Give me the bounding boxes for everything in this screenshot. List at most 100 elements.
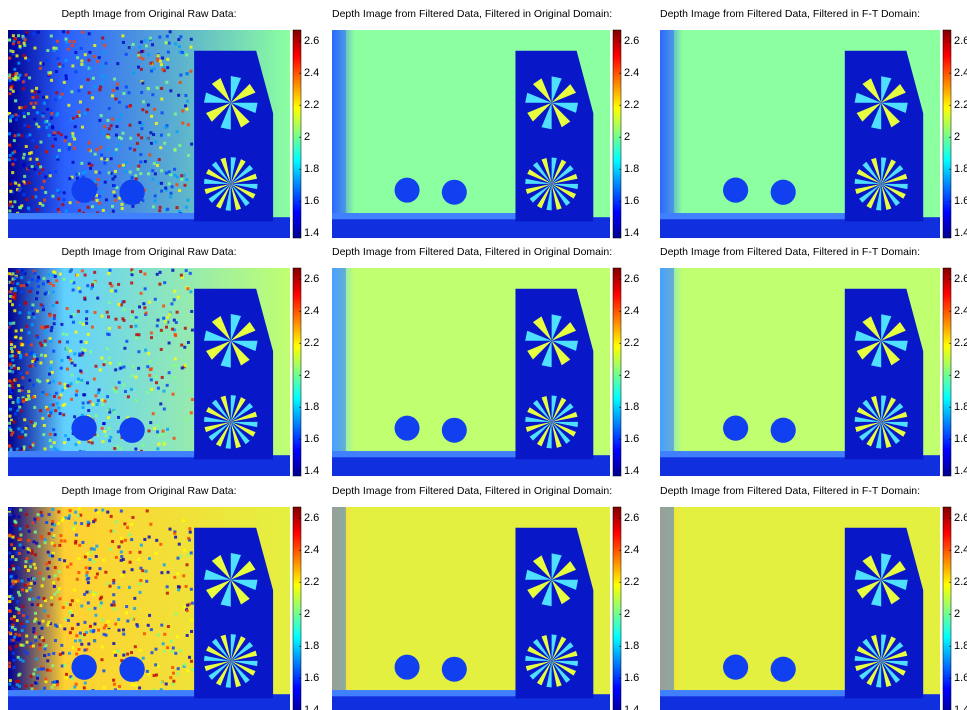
noise-pixel xyxy=(178,189,181,192)
noise-pixel xyxy=(183,184,186,187)
noise-pixel xyxy=(21,605,24,608)
noise-pixel xyxy=(12,567,15,570)
noise-pixel xyxy=(148,360,151,363)
noise-pixel xyxy=(183,606,186,609)
noise-pixel xyxy=(53,322,56,325)
noise-pixel xyxy=(169,528,172,531)
noise-pixel xyxy=(30,582,33,585)
noise-pixel xyxy=(67,48,70,51)
noise-pixel xyxy=(138,121,141,124)
noise-pixel xyxy=(31,360,34,363)
noise-pixel xyxy=(98,171,101,174)
noise-pixel xyxy=(173,168,176,171)
sphere xyxy=(71,177,96,202)
noise-pixel xyxy=(154,298,157,301)
noise-pixel xyxy=(34,567,37,570)
noise-pixel xyxy=(164,41,167,44)
colorbar-tick-label: 2.6 xyxy=(954,273,967,285)
noise-pixel xyxy=(184,94,187,97)
noise-pixel xyxy=(164,126,167,129)
noise-pixel xyxy=(144,287,147,290)
noise-pixel xyxy=(146,670,149,673)
noise-pixel xyxy=(16,282,19,285)
colorbar-tick-label: 1.4 xyxy=(304,227,319,239)
noise-pixel xyxy=(110,289,113,292)
noise-pixel xyxy=(98,119,101,122)
noise-pixel xyxy=(38,545,41,548)
noise-pixel xyxy=(36,291,39,294)
noise-pixel xyxy=(21,588,24,591)
noise-pixel xyxy=(160,98,163,101)
noise-pixel xyxy=(163,563,166,566)
noise-pixel xyxy=(18,673,21,676)
noise-pixel xyxy=(144,39,147,42)
colorbar-tick-label: 1.6 xyxy=(954,195,967,207)
noise-pixel xyxy=(14,289,17,292)
panel: Depth Image from Filtered Data, Filtered… xyxy=(660,8,967,239)
noise-pixel xyxy=(138,649,141,652)
noise-pixel xyxy=(8,370,11,373)
noise-pixel xyxy=(148,153,151,156)
noise-pixel xyxy=(164,187,167,190)
noise-pixel xyxy=(88,567,91,570)
noise-pixel xyxy=(102,132,105,135)
noise-pixel xyxy=(92,403,95,406)
noise-pixel xyxy=(149,37,152,40)
noise-pixel xyxy=(186,287,189,290)
noise-pixel xyxy=(155,539,158,542)
noise-pixel xyxy=(14,276,17,279)
noise-pixel xyxy=(18,685,21,688)
colorbar-tick-label: 1.6 xyxy=(304,195,319,207)
noise-pixel xyxy=(39,111,42,114)
noise-pixel xyxy=(19,356,22,359)
noise-pixel xyxy=(51,508,54,511)
noise-pixel xyxy=(69,382,72,385)
noise-pixel xyxy=(81,541,84,544)
panel-title: Depth Image from Filtered Data, Filtered… xyxy=(332,8,612,20)
noise-pixel xyxy=(130,523,133,526)
noise-pixel xyxy=(54,574,57,577)
noise-pixel xyxy=(175,612,178,615)
noise-pixel xyxy=(8,82,11,85)
noise-pixel xyxy=(9,154,12,157)
noise-pixel xyxy=(70,361,73,364)
noise-pixel xyxy=(65,40,68,43)
noise-pixel xyxy=(62,278,65,281)
noise-pixel xyxy=(71,627,74,630)
noise-pixel xyxy=(58,340,61,343)
noise-pixel xyxy=(94,607,97,610)
sphere xyxy=(723,655,748,680)
noise-pixel xyxy=(163,650,166,653)
noise-pixel xyxy=(57,57,60,60)
noise-pixel xyxy=(149,421,152,424)
noise-pixel xyxy=(12,401,15,404)
noise-pixel xyxy=(99,85,102,88)
noise-pixel xyxy=(186,669,189,672)
noise-pixel xyxy=(36,310,39,313)
noise-pixel xyxy=(131,273,134,276)
noise-pixel xyxy=(133,607,136,610)
sphere xyxy=(395,655,420,680)
noise-pixel xyxy=(102,209,105,212)
noise-pixel xyxy=(13,514,16,517)
noise-pixel xyxy=(70,280,73,283)
noise-pixel xyxy=(116,62,119,65)
noise-pixel xyxy=(26,616,29,619)
noise-pixel xyxy=(43,647,46,650)
noise-pixel xyxy=(127,91,130,94)
noise-pixel xyxy=(88,91,91,94)
noise-pixel xyxy=(180,174,183,177)
noise-pixel xyxy=(166,592,169,595)
noise-pixel xyxy=(63,403,66,406)
noise-pixel xyxy=(15,54,18,57)
edge-shade xyxy=(332,268,346,476)
noise-pixel xyxy=(12,386,15,389)
noise-pixel xyxy=(33,47,36,50)
noise-pixel xyxy=(157,633,160,636)
noise-pixel xyxy=(135,399,138,402)
noise-pixel xyxy=(34,364,37,367)
colorbar-tick-label: 1.4 xyxy=(954,465,967,477)
noise-pixel xyxy=(162,304,165,307)
noise-pixel xyxy=(26,620,29,623)
noise-pixel xyxy=(44,343,47,346)
